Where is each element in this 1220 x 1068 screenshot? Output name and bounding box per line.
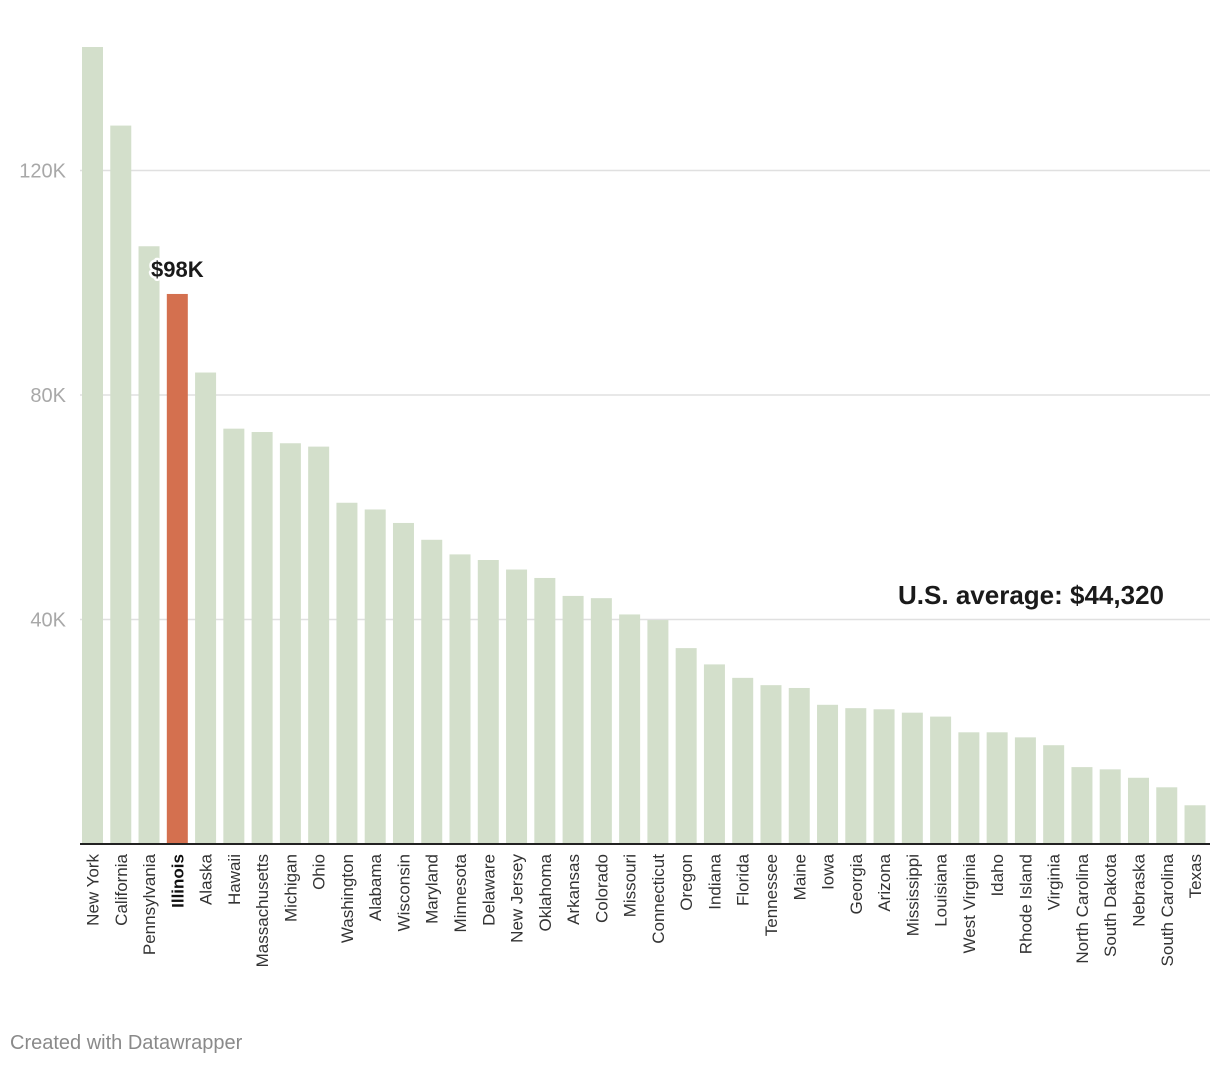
bar-new-jersey — [506, 569, 528, 844]
bar-texas — [1184, 805, 1206, 844]
bar-illinois — [166, 293, 188, 844]
x-tick-label: Michigan — [281, 854, 300, 922]
x-tick-label: Idaho — [988, 854, 1007, 897]
bar-arkansas — [562, 595, 584, 844]
bar-mississippi — [901, 712, 923, 844]
x-tick-label: Missouri — [621, 854, 640, 917]
bar-iowa — [817, 704, 839, 844]
x-tick-label: Illinois — [168, 854, 187, 908]
bar-maine — [788, 687, 810, 844]
x-tick-label: South Dakota — [1101, 853, 1120, 957]
x-tick-label: Indiana — [705, 853, 724, 909]
bars — [82, 47, 1206, 845]
bar-tennessee — [760, 685, 782, 844]
bar-california — [110, 125, 132, 845]
x-tick-label: Pennsylvania — [140, 853, 159, 955]
bar-ohio — [308, 446, 330, 844]
x-tick-label: Tennessee — [762, 854, 781, 936]
bar-massachusetts — [251, 432, 273, 844]
bar-alaska — [195, 372, 217, 844]
x-tick-label: Arizona — [875, 853, 894, 911]
bar-north-carolina — [1071, 767, 1093, 844]
x-tick-label: Florida — [734, 853, 753, 906]
highlight-data-label: $98K — [151, 257, 204, 282]
bar-south-carolina — [1156, 787, 1178, 844]
datawrapper-credit: Created with Datawrapper — [10, 1032, 243, 1054]
x-tick-label: Connecticut — [649, 854, 668, 944]
x-tick-label: Oklahoma — [536, 853, 555, 931]
x-tick-label: Oregon — [677, 854, 696, 911]
x-tick-label: Maine — [790, 854, 809, 900]
x-tick-label: Hawaii — [225, 854, 244, 905]
bar-delaware — [477, 559, 499, 844]
bar-georgia — [845, 708, 867, 844]
bar-minnesota — [449, 554, 471, 844]
bar-new-york — [82, 47, 103, 844]
x-tick-label: Minnesota — [451, 853, 470, 932]
x-tick-label: Wisconsin — [394, 854, 413, 931]
labels: New York California Pennsylvania Illinois $9… — [84, 254, 1206, 967]
bar-maryland — [421, 539, 443, 844]
x-tick-label: Nebraska — [1129, 853, 1148, 926]
x-tick-label: Massachusetts — [253, 854, 272, 967]
bar-arizona — [873, 709, 895, 844]
y-tick-label: 120K — [19, 160, 66, 182]
y-tick-label: 80K — [30, 385, 66, 407]
x-tick-label: New Jersey — [508, 854, 527, 943]
x-tick-label: Texas — [1186, 854, 1205, 898]
x-tick-label: Virginia — [1045, 853, 1064, 910]
bar-wisconsin — [392, 522, 414, 844]
bar-louisiana — [930, 716, 952, 844]
bar-colorado — [590, 598, 612, 844]
axes: 40K 80K 120K — [19, 160, 1210, 845]
bar-washington — [336, 502, 358, 844]
x-tick-label: Ohio — [310, 854, 329, 890]
y-tick-label: 40K — [30, 609, 66, 631]
x-tick-label: New York — [84, 854, 103, 926]
gridlines — [80, 169, 1210, 621]
x-tick-label: Mississippi — [903, 854, 922, 936]
x-tick-label: Louisiana — [932, 853, 951, 926]
bar-oklahoma — [534, 577, 556, 844]
x-tick-label: West Virginia — [960, 853, 979, 953]
bar-alabama — [364, 509, 386, 844]
bar-michigan — [279, 443, 301, 844]
bar-virginia — [1043, 745, 1065, 844]
bar-oregon — [675, 648, 697, 844]
bar-pennsylvania — [138, 246, 160, 844]
x-tick-label: South Carolina — [1158, 853, 1177, 966]
bar-nebraska — [1127, 777, 1149, 844]
x-tick-label: Iowa — [819, 853, 838, 889]
x-tick-label: North Carolina — [1073, 853, 1092, 963]
bar-west-virginia — [958, 732, 980, 844]
x-tick-label: Colorado — [592, 854, 611, 923]
x-tick-label: California — [112, 853, 131, 925]
bar-missouri — [619, 614, 641, 844]
bar-connecticut — [647, 620, 669, 844]
x-tick-label: Maryland — [423, 854, 442, 924]
x-tick-label: Arkansas — [564, 854, 583, 925]
x-tick-label: Washington — [338, 854, 357, 943]
x-tick-label: Delaware — [479, 854, 498, 926]
bar-idaho — [986, 732, 1008, 844]
bar-south-dakota — [1099, 769, 1121, 844]
x-tick-label: Alaska — [197, 853, 216, 905]
x-tick-label: Georgia — [847, 853, 866, 914]
us-average-label: U.S. average: $44,320 — [898, 580, 1164, 610]
bar-florida — [732, 677, 754, 844]
bar-rhode-island — [1014, 737, 1036, 844]
x-tick-label: Rhode Island — [1016, 854, 1035, 954]
bar-indiana — [703, 664, 725, 844]
x-tick-label: Alabama — [366, 853, 385, 921]
bar-hawaii — [223, 428, 245, 844]
